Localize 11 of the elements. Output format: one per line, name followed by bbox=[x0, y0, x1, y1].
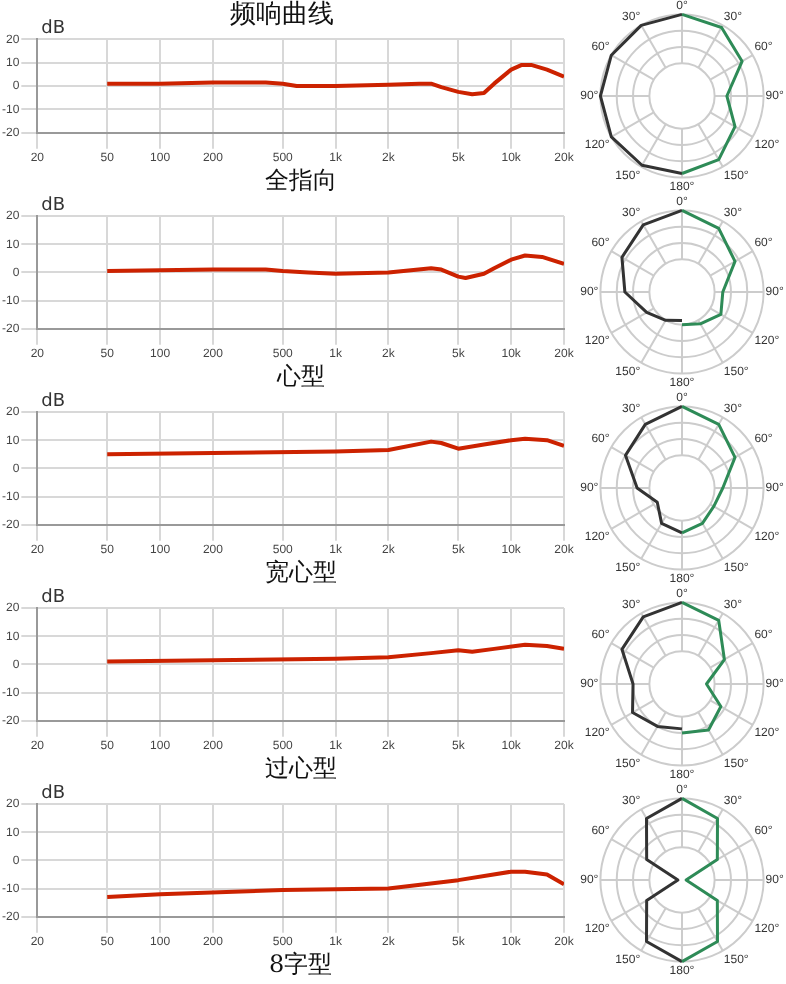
y-axis-title: dB bbox=[41, 783, 66, 804]
x-axis-title: 心型 bbox=[274, 361, 325, 390]
x-axis-title: 宽心型 bbox=[264, 557, 337, 586]
y-axis-title: dB bbox=[41, 18, 66, 39]
x-axis-title: 过心型 bbox=[264, 753, 337, 782]
x-axis-title: 8字型 bbox=[269, 949, 333, 978]
chart-title: 频响曲线 bbox=[230, 0, 334, 31]
y-axis-title: dB bbox=[41, 587, 66, 608]
y-axis-title: dB bbox=[41, 195, 66, 216]
x-axis-title: 全指向 bbox=[264, 165, 337, 194]
y-axis-title: dB bbox=[41, 391, 66, 412]
